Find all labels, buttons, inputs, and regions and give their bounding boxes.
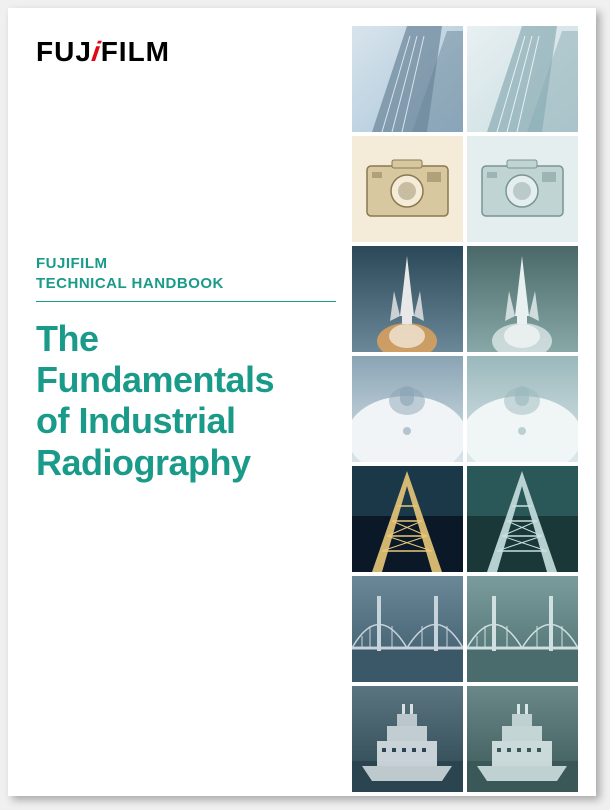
tile-shuttle-color [352, 246, 463, 352]
divider-line [36, 301, 336, 302]
tile-camera-color [352, 136, 463, 242]
tile-ship-color [352, 686, 463, 792]
tile-aircraft-mono [467, 356, 578, 462]
tile-tower-color [352, 466, 463, 572]
logo-part1: FUJ [36, 36, 92, 67]
subtitle-line1: FUJIFILM [36, 254, 336, 274]
tile-ship-mono [467, 686, 578, 792]
document-page: FUJiFILM FUJIFILM TECHNICAL HANDBOOK The… [8, 8, 596, 796]
tile-building-color [352, 26, 463, 132]
title-line2: of Industrial [36, 400, 336, 441]
fujifilm-logo: FUJiFILM [36, 36, 170, 68]
tile-tower-mono [467, 466, 578, 572]
tile-bridge-color [352, 576, 463, 682]
image-grid [352, 26, 578, 792]
title-line3: Radiography [36, 442, 336, 483]
subtitle-block: FUJIFILM TECHNICAL HANDBOOK The Fundamen… [36, 254, 336, 483]
title-line1: The Fundamentals [36, 318, 336, 401]
tile-building-mono [467, 26, 578, 132]
logo-part2: FILM [101, 36, 170, 67]
tile-camera-mono [467, 136, 578, 242]
subtitle-line2: TECHNICAL HANDBOOK [36, 274, 336, 294]
tile-aircraft-color [352, 356, 463, 462]
tile-shuttle-mono [467, 246, 578, 352]
tile-bridge-mono [467, 576, 578, 682]
